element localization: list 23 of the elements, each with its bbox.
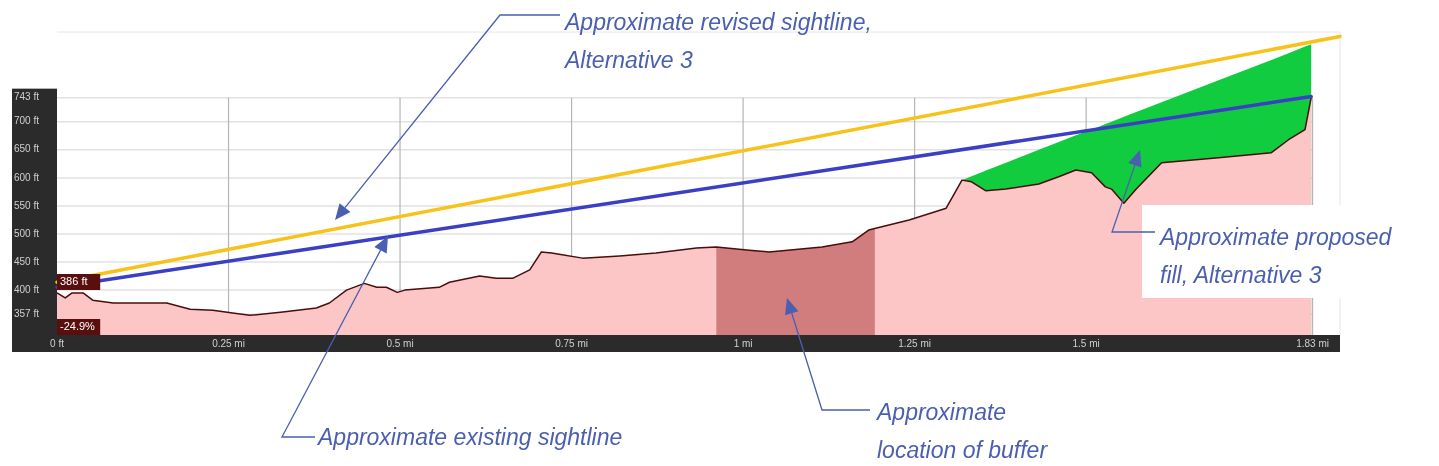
text: Approximate location of buffer [875,399,1049,463]
x-tick-label: 1.5 mi [1072,337,1100,349]
x-tick-label: 1.83 mi [1296,337,1329,349]
y-tick-label: 550 ft [14,199,40,211]
y-tick-label: 700 ft [14,115,40,127]
x-tick-label: 0.25 mi [212,337,245,349]
annotation: 386 ft [60,274,88,287]
y-tick-label: 400 ft [14,283,40,295]
text: Approximate existing sightline [316,424,623,450]
annotation: -24.9% [60,319,96,332]
x-tick-label: 0 ft [50,337,65,349]
annotation: Approximate proposed fill, Alternative 3 [1158,224,1393,288]
y-tick-label: 650 ft [14,143,40,155]
y-tick-label: 357 ft [14,307,40,319]
y-tick-label: 500 ft [14,227,40,239]
y-tick-label: 743 ft [14,91,40,103]
annotation: Approximate revised sightline, Alternative 3 [563,9,872,73]
x-tick-label: 0.5 mi [386,337,414,349]
y-tick-label: 450 ft [14,255,40,267]
x-tick-label: 1 mi [733,337,753,349]
x-tick-label: 0.75 mi [555,337,588,349]
x-tick-label: 1.25 mi [898,337,932,349]
y-tick-label: 600 ft [14,171,40,183]
